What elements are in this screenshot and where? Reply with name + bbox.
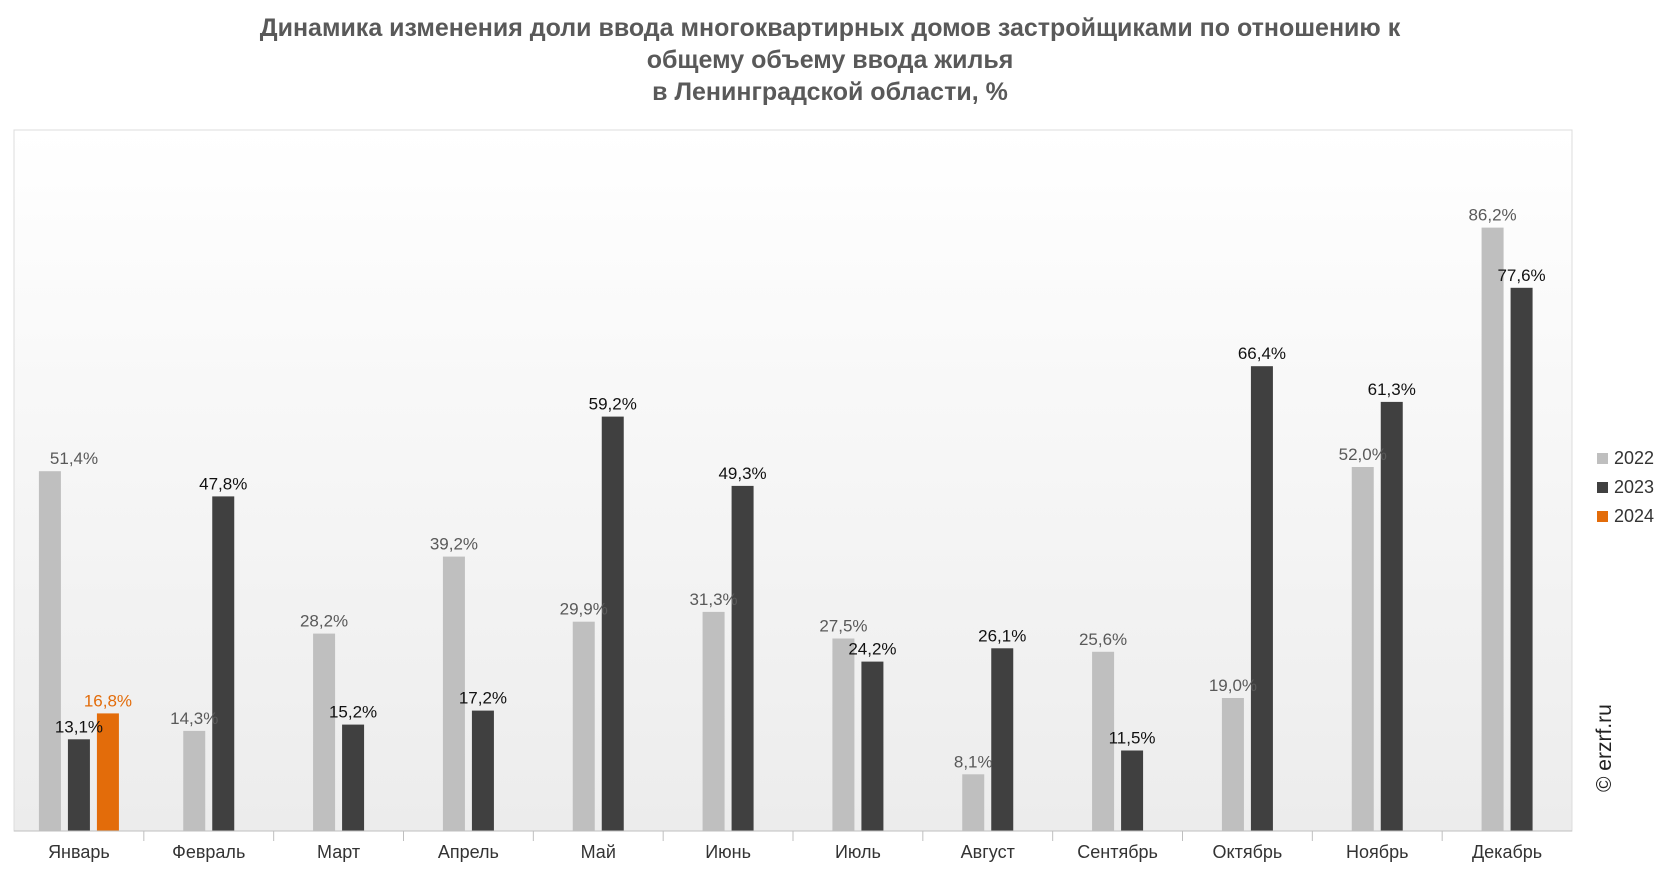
data-labels-layer: 51,4% 13,1% 16,8% 14,3% 47,8% 28,2% 15,2% 39,2%… [50,206,1546,772]
x-tick-label: Ноябрь [1346,842,1408,862]
bar-2023 [1380,401,1403,831]
chart-title-line-1: Динамика изменения доли ввода многокварт… [259,14,1401,42]
bar-2023 [601,416,624,831]
bar-2023 [212,496,235,831]
data-label-2023: 15,2% [329,703,377,722]
data-label-2022: 52,0% [1339,445,1387,464]
data-label-2023: 47,8% [199,474,247,493]
data-label-2023: 13,1% [55,717,103,736]
x-tick-label: Февраль [172,842,245,862]
x-tick-label: Июнь [705,842,751,862]
data-label-2022: 19,0% [1209,676,1257,695]
x-tick-label: Март [317,842,360,862]
bars-layer [38,227,1533,832]
data-label-2022: 28,2% [300,612,348,631]
data-label-2022: 86,2% [1468,206,1516,225]
bar-2022 [572,621,595,831]
bar-2023 [991,648,1014,831]
bar-2023 [1250,366,1273,831]
data-label-2023: 59,2% [589,395,637,414]
bar-2023 [342,724,365,831]
bar-2023 [1510,287,1533,831]
bar-2023 [471,710,494,831]
x-tick-label: Декабрь [1472,842,1542,862]
legend-label-2023: 2023 [1614,477,1654,497]
legend-swatch-2022 [1597,453,1608,464]
legend-swatch-2023 [1597,482,1608,493]
x-tick-label: Апрель [438,842,499,862]
x-tick-label: Май [581,842,616,862]
chart-title-line-2: общему объему ввода жилья [646,46,1014,74]
data-label-2022: 29,9% [560,600,608,619]
data-label-2023: 11,5% [1109,729,1156,748]
chart-title-line-3: в Ленинградской области, % [652,78,1008,106]
bar-2022 [442,556,465,831]
x-axis: Январь Февраль Март Апрель Май Июнь Июль Август… [14,830,1572,862]
data-label-2022: 25,6% [1079,630,1127,649]
bar-2022 [1221,698,1244,831]
bar-2023 [1121,750,1144,831]
x-tick-label: Август [961,842,1015,862]
x-tick-label: Июль [835,842,881,862]
bar-2022 [962,774,985,831]
bar-2022 [183,730,206,831]
legend-label-2022: 2022 [1614,448,1654,468]
bar-2022 [1481,227,1504,832]
data-label-2022: 51,4% [50,449,98,468]
data-label-2023: 49,3% [718,464,766,483]
data-label-2022: 14,3% [170,709,218,728]
data-label-2022: 8,1% [954,752,993,771]
bar-2022 [1092,651,1115,831]
legend-swatch-2024 [1597,511,1608,522]
bar-2022 [702,611,725,831]
chart-title: Динамика изменения доли ввода многокварт… [120,12,1540,108]
data-label-2022: 31,3% [689,590,737,609]
bar-2022 [1351,467,1374,831]
bar-2022 [38,471,61,831]
legend-label-2024: 2024 [1614,506,1654,526]
data-label-2023: 17,2% [459,689,507,708]
data-label-2022: 39,2% [430,535,478,554]
bar-2024 [96,713,119,831]
data-label-2023: 66,4% [1238,344,1286,363]
data-label-2023: 26,1% [978,626,1026,645]
data-label-2023: 77,6% [1497,266,1545,285]
data-label-2023: 61,3% [1368,380,1416,399]
bar-2023 [67,739,90,831]
bar-2023 [861,661,884,831]
x-tick-label: Сентябрь [1077,842,1158,862]
bar-2022 [832,638,855,831]
data-label-2023: 24,2% [848,640,896,659]
plot-area [13,129,1573,832]
x-tick-label: Октябрь [1213,842,1283,862]
data-label-2022: 27,5% [819,617,867,636]
data-label-2024: 16,8% [84,691,132,710]
legend: 2022 2023 2024 [1597,448,1654,526]
x-tick-label: Январь [48,842,110,862]
bar-2022 [313,633,336,831]
credit-watermark: © erzrf.ru [1593,704,1616,792]
bar-2023 [731,485,754,831]
